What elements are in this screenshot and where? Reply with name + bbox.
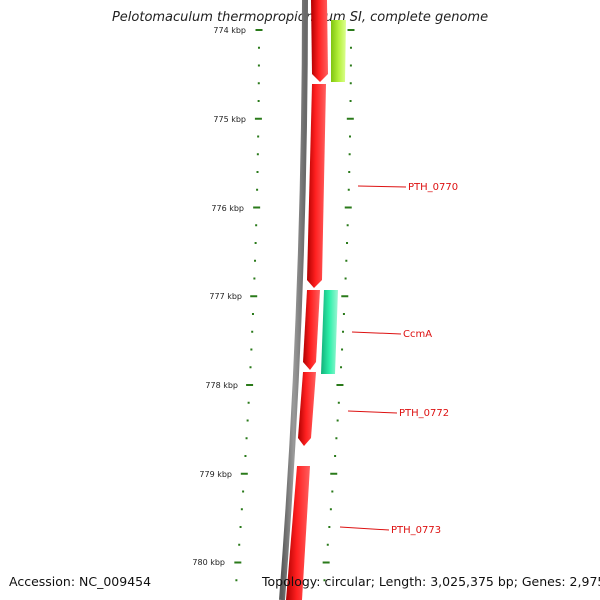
scale-label: 774 kbp	[213, 26, 246, 35]
gene-label-ccma[interactable]: CcmA	[403, 329, 432, 340]
gene-label-pth0770[interactable]: PTH_0770	[408, 182, 458, 193]
genome-stats-text: Topology: circular; Length: 3,025,375 bp…	[262, 574, 600, 589]
scale-label: 776 kbp	[211, 204, 244, 213]
scale-label: 775 kbp	[213, 115, 246, 124]
scale-label: 779 kbp	[199, 470, 232, 479]
leader-line-pth0770	[357, 185, 407, 188]
gene-label-pth0773[interactable]: PTH_0773	[391, 525, 441, 536]
genome-backbone	[279, 0, 308, 600]
gene-block-light-green	[331, 20, 346, 82]
gene-arrow-pth0773	[286, 466, 310, 600]
gene-arrow-ccma-adjacent	[303, 290, 320, 370]
leader-line-pth0772	[347, 410, 398, 414]
leader-line-pth0773	[339, 526, 390, 531]
gene-block-ccma	[321, 290, 338, 374]
scale-label: 778 kbp	[205, 381, 238, 390]
scale-label: 777 kbp	[209, 292, 242, 301]
scale-label: 780 kbp	[192, 558, 225, 567]
gene-arrow-pth0772	[298, 372, 316, 446]
map-title: Pelotomaculum thermopropionicum SI, comp…	[111, 10, 489, 25]
leader-line-ccma	[351, 331, 402, 335]
gene-arrow-top	[311, 0, 328, 82]
gene-arrow-pth0770	[307, 84, 326, 288]
accession-text: Accession: NC_009454	[9, 574, 152, 589]
scale-ticks-right	[322, 29, 355, 582]
gene-label-pth0772[interactable]: PTH_0772	[399, 408, 449, 419]
scale-ticks-left	[234, 29, 263, 582]
